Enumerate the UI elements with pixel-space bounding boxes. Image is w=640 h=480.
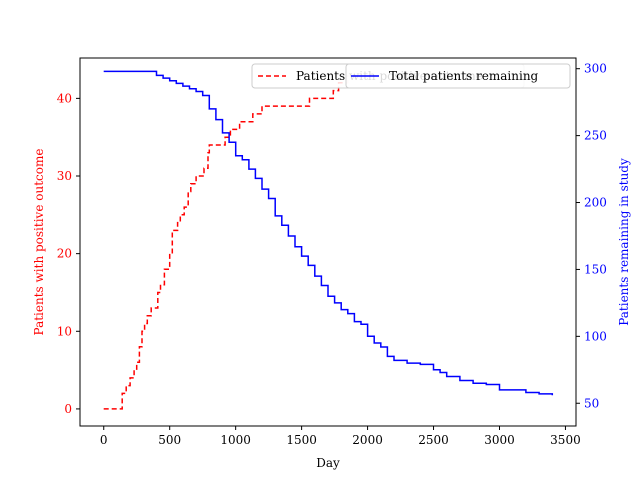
left-y-axis-label: Patients with positive outcome <box>32 149 46 336</box>
left-y-axis-ticks: 0 10 20 30 40 <box>57 91 80 416</box>
x-tick-label: 1000 <box>220 433 251 447</box>
x-tick-label: 3000 <box>484 433 515 447</box>
x-tick-label: 3500 <box>550 433 581 447</box>
series-line-total-remaining <box>103 70 554 396</box>
x-tick-label: 1500 <box>286 433 317 447</box>
right-y-tick-label: 150 <box>584 262 607 276</box>
legend-total-remaining: Total patients remaining <box>345 63 571 89</box>
right-y-tick-label: 200 <box>584 196 607 210</box>
x-axis-ticks: 0 500 1000 1500 2000 2500 3000 3500 <box>100 426 581 447</box>
right-y-tick-label: 300 <box>584 62 607 76</box>
series-line-positive-outcome <box>103 75 349 410</box>
x-tick-label: 500 <box>158 433 181 447</box>
right-y-tick-label: 50 <box>584 396 599 410</box>
x-tick-label: 0 <box>100 433 108 447</box>
x-tick-label: 2000 <box>352 433 383 447</box>
left-y-tick-label: 0 <box>64 402 72 416</box>
left-y-tick-label: 10 <box>57 324 72 338</box>
legend-label-remaining: Total patients remaining <box>389 69 539 83</box>
right-y-axis-label: Patients remaining in study <box>617 158 631 326</box>
x-axis-label: Day <box>316 456 340 470</box>
right-y-tick-label: 100 <box>584 329 607 343</box>
series-layer <box>103 70 554 410</box>
left-y-tick-label: 40 <box>57 91 72 105</box>
right-y-tick-label: 250 <box>584 129 607 143</box>
left-y-tick-label: 20 <box>57 247 72 261</box>
right-y-axis-ticks: 50 100 150 200 250 300 <box>576 62 607 410</box>
x-tick-label: 2500 <box>418 433 449 447</box>
left-y-tick-label: 30 <box>57 169 72 183</box>
plot-frame <box>79 57 577 427</box>
legend-box <box>345 63 571 89</box>
